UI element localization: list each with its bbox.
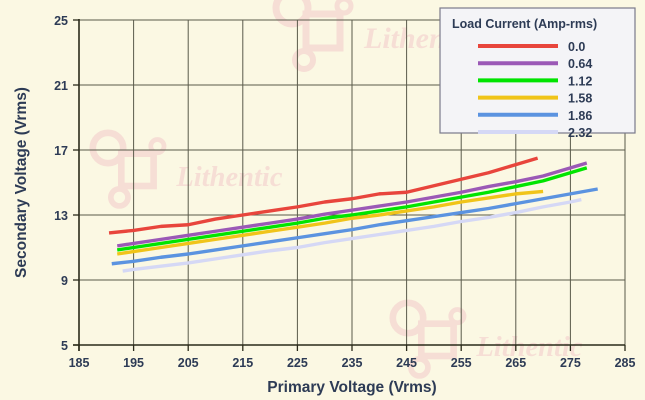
legend-title: Load Current (Amp-rms) [452,17,597,31]
legend-label-0-0: 0.0 [568,40,585,54]
x-tick-label: 245 [396,356,417,370]
legend-label-1-86: 1.86 [568,109,592,123]
x-tick-label: 195 [123,356,144,370]
series-line-1-58 [116,189,544,256]
x-axis-title: Primary Voltage (Vrms) [267,379,436,396]
y-tick-label: 25 [54,14,68,28]
x-tick-label: 255 [451,356,472,370]
legend-label-2-32: 2.32 [568,126,592,140]
y-tick-label: 5 [61,339,68,353]
legend-label-0-64: 0.64 [568,57,592,71]
series-line-1-12 [116,166,588,252]
watermark-square [417,320,457,360]
watermark-square [302,10,344,52]
watermark-circle [334,0,354,16]
watermark-circle [448,307,467,326]
watermark-circle [89,129,127,167]
data-series-group [108,156,598,273]
series-line-0-0 [108,156,539,235]
series-line-1-86 [111,187,598,266]
watermark-text: Lithentic [175,162,282,193]
watermark-circle [389,299,427,337]
watermark-circle [108,186,131,209]
legend-label-1-12: 1.12 [568,74,592,88]
x-tick-label: 265 [505,356,526,370]
y-axis-title: Secondary Voltage (Vrms) [13,87,30,278]
y-tick-label: 17 [54,144,68,158]
legend-label-1-58: 1.58 [568,92,592,106]
y-tick-label: 13 [54,209,68,223]
y-tick-label: 9 [61,274,68,288]
axes [73,19,626,351]
y-tick-label: 21 [54,79,68,93]
x-tick-label: 275 [560,356,581,370]
legend: Load Current (Amp-rms) 0.0 0.64 1.12 1.58 1.8… [439,7,636,140]
series-line-0-64 [116,161,588,248]
x-tick-label: 185 [69,356,90,370]
x-tick-label: 235 [342,356,363,370]
x-tick-label: 205 [178,356,199,370]
watermark-mark [272,0,354,72]
series-line-2-32 [122,197,582,273]
watermark-circle [272,0,312,28]
x-tick-label: 225 [287,356,308,370]
tick-labels: 185 195 205 215 225 235 245 255 265 275 285 5 9 13 17 2… [54,14,635,370]
x-tick-label: 215 [232,356,253,370]
watermark-square [117,150,157,190]
x-tick-label: 285 [615,356,636,370]
legend-box [439,7,636,134]
watermark-circle [408,356,431,379]
watermark-text: Lithentic [475,332,582,363]
watermark-circle [148,137,167,156]
watermark-mark [89,129,167,209]
watermark-mark [389,299,467,379]
watermark-circle [292,48,316,72]
